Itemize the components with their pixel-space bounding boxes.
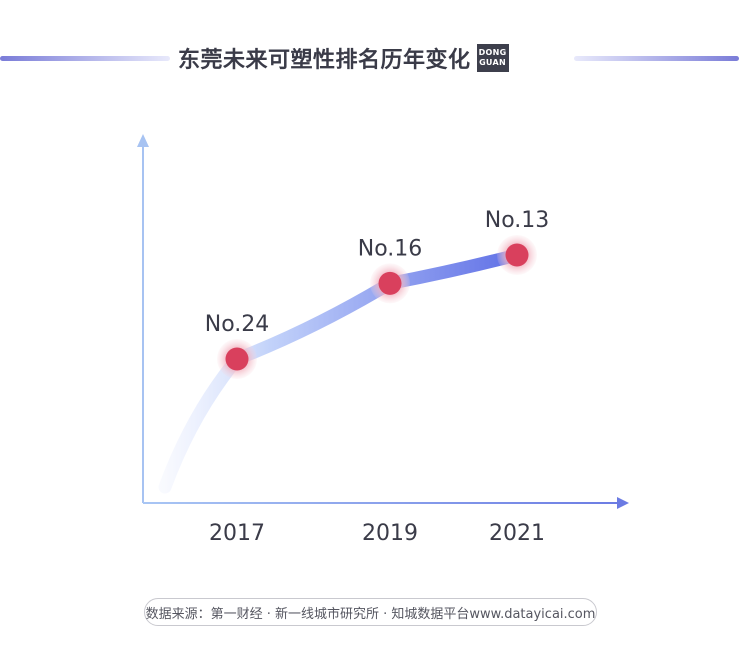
data-label: No.24 xyxy=(205,312,270,337)
title-bar: 东莞未来可塑性排名历年变化 DONG GUAN xyxy=(0,34,739,82)
y-axis-arrow xyxy=(137,134,149,147)
series-line xyxy=(158,248,524,494)
x-axis-arrow xyxy=(617,497,629,509)
title-decor-line-left xyxy=(0,56,170,61)
source-footer: 数据来源：第一财经 · 新一线城市研究所 · 知城数据平台www.datayic… xyxy=(144,598,597,626)
title-decor-line-right xyxy=(574,56,739,61)
title-group: 东莞未来可塑性排名历年变化 DONG GUAN xyxy=(178,40,509,76)
source-text: 数据来源：第一财经 · 新一线城市研究所 · 知城数据平台www.datayic… xyxy=(145,606,596,622)
chart-title: 东莞未来可塑性排名历年变化 xyxy=(178,48,471,73)
logo-line-2: GUAN xyxy=(479,58,506,67)
logo-line-1: DONG xyxy=(478,48,507,57)
data-point-2017 xyxy=(225,347,249,371)
x-tick-label: 2017 xyxy=(209,521,265,546)
x-tick-label: 2021 xyxy=(489,521,545,546)
plot-area: No.24 2017 No.16 2019 No.13 2021 xyxy=(158,208,550,546)
data-point-2021 xyxy=(505,243,529,267)
x-tick-label: 2019 xyxy=(362,521,418,546)
data-point-2019 xyxy=(378,271,402,295)
data-label: No.16 xyxy=(358,236,423,261)
dongguan-logo-badge: DONG GUAN xyxy=(476,44,509,72)
data-label: No.13 xyxy=(485,208,550,233)
